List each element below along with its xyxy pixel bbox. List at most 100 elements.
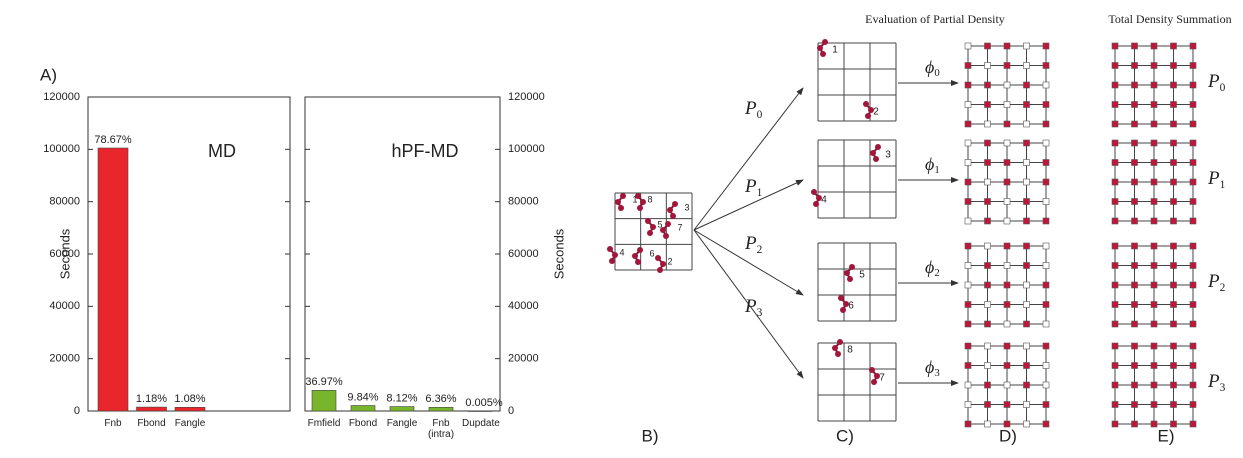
lattice-node <box>1150 342 1158 350</box>
lattice-node <box>964 120 972 128</box>
lattice-node <box>984 217 991 225</box>
x-tick-label: Fnb <box>104 418 122 429</box>
lattice-node <box>964 178 972 186</box>
lattice-node <box>1170 42 1177 50</box>
lattice-node <box>1003 120 1011 128</box>
lattice-node <box>984 420 991 428</box>
lattice-node <box>984 101 991 108</box>
molecule-atom <box>618 205 624 211</box>
molecule-atom <box>607 246 613 252</box>
molecule-atom <box>647 230 653 236</box>
lattice-node <box>1111 101 1119 108</box>
lattice-node <box>1150 81 1158 89</box>
symbol-main: P <box>744 98 757 119</box>
lattice-node <box>1023 159 1030 166</box>
y-tick-label: 80000 <box>49 196 80 208</box>
x-tick-label: Fangle <box>174 418 206 429</box>
lattice-node <box>1189 42 1197 50</box>
lattice-node <box>1170 401 1177 408</box>
lattice-node <box>1150 401 1158 408</box>
symbol-sub: 1 <box>934 164 939 176</box>
molecule-atom <box>865 113 871 119</box>
symbol-sub: 0 <box>934 67 939 79</box>
molecule-atom <box>615 199 621 205</box>
lattice-node <box>1003 362 1011 369</box>
particle-id: 5 <box>657 219 662 229</box>
lattice-node <box>964 301 972 308</box>
lattice-node <box>984 262 991 269</box>
lattice-node <box>1003 62 1011 69</box>
bar <box>311 390 337 412</box>
lattice-node <box>1150 198 1158 205</box>
lattice-node <box>1042 217 1050 225</box>
lattice-node <box>1170 198 1177 205</box>
lattice-node <box>1150 62 1158 69</box>
molecule-atom <box>632 253 638 259</box>
lattice-node <box>984 159 991 166</box>
annotation: MD <box>208 141 236 161</box>
y-axis-label: Seconds <box>551 228 566 279</box>
lattice-node <box>984 320 991 328</box>
lattice-node <box>1003 42 1011 50</box>
lattice-node <box>1111 281 1119 289</box>
molecule-atom <box>612 252 618 258</box>
value-label: 36.97% <box>305 376 343 388</box>
lattice-node <box>964 262 972 269</box>
lattice-node <box>1023 101 1030 108</box>
arrow <box>693 179 804 231</box>
symbol-main: ϕ <box>925 257 934 277</box>
molecule-atom <box>874 373 880 379</box>
lattice-node <box>1170 301 1177 308</box>
y-tick-label: 20000 <box>508 353 539 365</box>
lattice-node <box>1111 420 1119 428</box>
bar <box>97 147 129 412</box>
lattice-node <box>1111 198 1119 205</box>
lattice-node <box>1042 101 1050 108</box>
x-tick-label: Fnb (intra) <box>427 418 455 440</box>
y-tick-label: 40000 <box>508 300 539 312</box>
lattice-node <box>1131 362 1138 369</box>
lattice-node <box>1170 362 1177 369</box>
lattice-node <box>964 81 972 89</box>
lattice-node <box>1111 401 1119 408</box>
panel-label: A) <box>40 65 57 84</box>
molecule-atom <box>637 247 643 253</box>
lattice-node <box>1150 420 1158 428</box>
molecule-atom <box>670 213 676 219</box>
lattice-node <box>1042 262 1050 269</box>
lattice-node <box>1170 81 1177 89</box>
molecule-atom <box>840 307 846 313</box>
lattice-node <box>1131 320 1138 328</box>
particle-id: 7 <box>879 373 885 384</box>
molecule-atom <box>635 259 641 265</box>
lattice-node <box>1131 120 1138 128</box>
lattice-node <box>1042 381 1050 389</box>
lattice-node <box>1170 342 1177 350</box>
particle-id: 6 <box>649 248 654 258</box>
lattice-node <box>1023 401 1030 408</box>
lattice-node <box>1150 320 1158 328</box>
molecule-atom <box>650 224 656 230</box>
particle-id: 4 <box>619 247 624 257</box>
molecule-atom <box>667 207 673 213</box>
lattice-node <box>1189 139 1197 147</box>
molecule-atom <box>635 193 641 199</box>
lattice-node <box>1150 178 1158 186</box>
lattice-node <box>984 281 991 289</box>
annotation: hPF-MD <box>392 141 459 161</box>
lattice-node <box>1170 320 1177 328</box>
molecule-atom <box>835 351 841 357</box>
lattice-node <box>1150 362 1158 369</box>
symbol: P3 <box>1207 371 1226 393</box>
lattice-node <box>1111 62 1119 69</box>
symbol: ϕ0 <box>925 57 940 79</box>
lattice-node <box>1042 301 1050 308</box>
symbol: ϕ2 <box>925 257 940 279</box>
lattice-node <box>1023 362 1030 369</box>
particle-id: 8 <box>847 345 853 356</box>
lattice-node <box>1170 120 1177 128</box>
symbol-sub: 1 <box>757 187 763 199</box>
lattice-node <box>1131 62 1138 69</box>
lattice-node <box>1111 217 1119 225</box>
symbol-main: P <box>744 176 757 197</box>
